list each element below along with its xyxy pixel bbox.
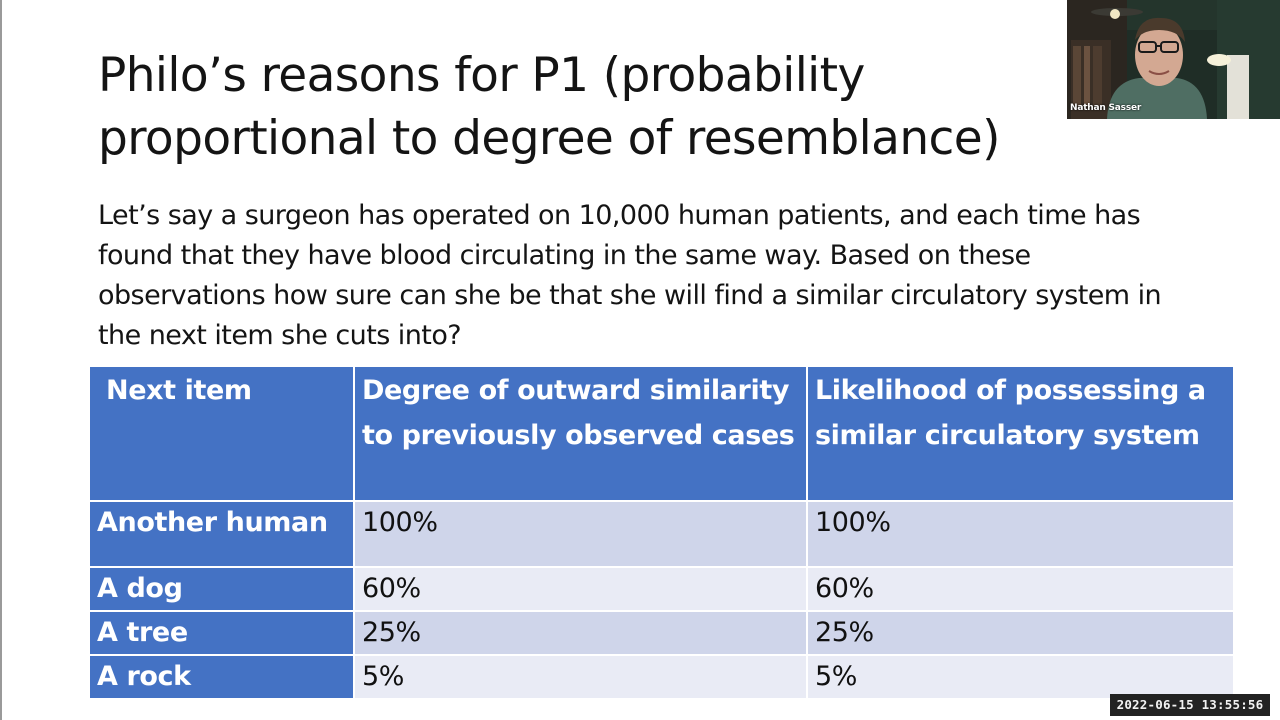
resemblance-table: Next item Degree of outward similarity t… xyxy=(88,365,1235,700)
row-item-label: A rock xyxy=(88,654,355,700)
slide-left-border xyxy=(0,0,2,720)
table-row: Another human 100% 100% xyxy=(88,500,1235,568)
recording-timestamp: 2022-06-15 13:55:56 xyxy=(1110,694,1270,716)
webcam-feed-image xyxy=(1067,0,1280,119)
row-similarity-value: 100% xyxy=(353,500,808,568)
row-likelihood-value: 100% xyxy=(806,500,1235,568)
table-row: A rock 5% 5% xyxy=(88,654,1235,700)
row-similarity-value: 60% xyxy=(353,566,808,612)
table-row: A dog 60% 60% xyxy=(88,566,1235,612)
row-likelihood-value: 25% xyxy=(806,610,1235,656)
row-item-label: A dog xyxy=(88,566,355,612)
header-next-item: Next item xyxy=(88,365,355,502)
row-item-label: Another human xyxy=(88,500,355,568)
header-outward-similarity: Degree of outward similarity to previous… xyxy=(353,365,808,502)
row-likelihood-value: 5% xyxy=(806,654,1235,700)
table-header-row: Next item Degree of outward similarity t… xyxy=(88,365,1235,502)
header-likelihood: Likelihood of possessing a similar circu… xyxy=(806,365,1235,502)
participant-name-label: Nathan Sasser xyxy=(1070,103,1142,113)
row-similarity-value: 25% xyxy=(353,610,808,656)
row-similarity-value: 5% xyxy=(353,654,808,700)
row-item-label: A tree xyxy=(88,610,355,656)
webcam-video-tile[interactable]: Nathan Sasser xyxy=(1067,0,1280,119)
slide-body-text: Let’s say a surgeon has operated on 10,0… xyxy=(98,200,1162,351)
table-row: A tree 25% 25% xyxy=(88,610,1235,656)
row-likelihood-value: 60% xyxy=(806,566,1235,612)
slide-title: Philo’s reasons for P1 (probability prop… xyxy=(98,48,1000,166)
